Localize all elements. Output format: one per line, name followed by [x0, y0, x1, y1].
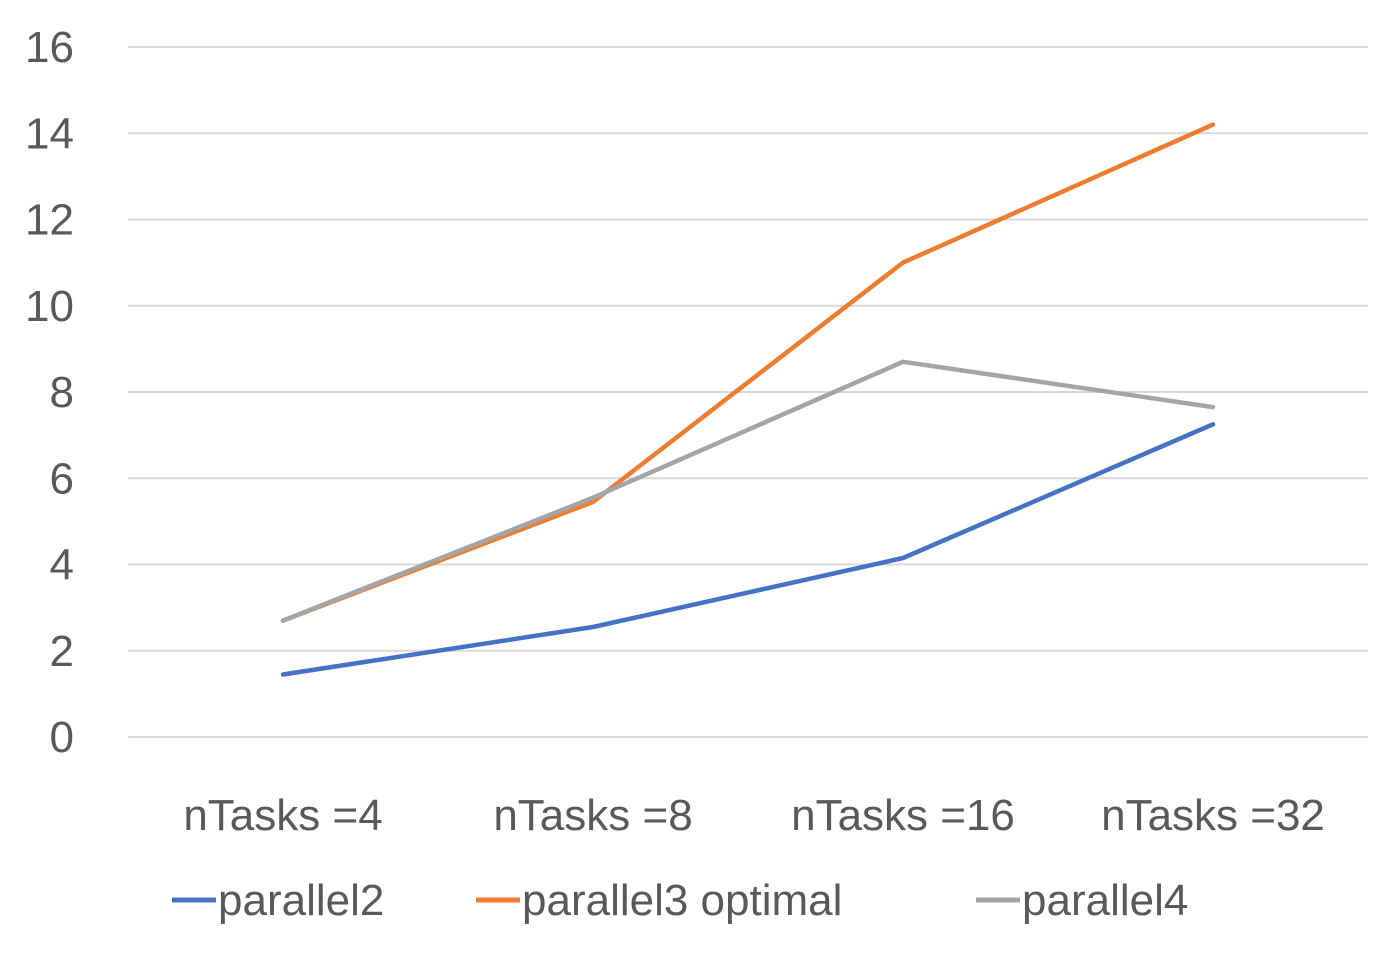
legend-label: parallel4: [1022, 876, 1188, 925]
x-category-label: nTasks =32: [1101, 791, 1325, 840]
legend-label: parallel3 optimal: [522, 876, 842, 925]
x-category-label: nTasks =4: [183, 791, 382, 840]
gridlines: [128, 47, 1368, 737]
y-tick-label: 14: [25, 109, 74, 158]
legend: parallel2 parallel3 optimal parallel4: [172, 876, 1188, 925]
y-tick-label: 0: [50, 713, 74, 762]
x-category-label: nTasks =16: [791, 791, 1015, 840]
series-lines: [283, 125, 1213, 675]
y-tick-label: 12: [25, 196, 74, 245]
legend-label: parallel2: [218, 876, 384, 925]
y-tick-label: 6: [50, 454, 74, 503]
x-axis-category-labels: nTasks =4 nTasks =8 nTasks =16 nTasks =32: [183, 791, 1325, 840]
y-tick-label: 10: [25, 282, 74, 331]
series-line-parallel2: [283, 424, 1213, 674]
series-line-parallel4: [283, 362, 1213, 621]
x-category-label: nTasks =8: [493, 791, 692, 840]
y-tick-label: 4: [50, 541, 74, 590]
y-tick-label: 2: [50, 627, 74, 676]
y-tick-label: 16: [25, 23, 74, 72]
series-line-parallel3-optimal: [283, 125, 1213, 621]
y-tick-label: 8: [50, 368, 74, 417]
y-axis-tick-labels: 0 2 4 6 8 10 12 14 16: [25, 23, 74, 762]
